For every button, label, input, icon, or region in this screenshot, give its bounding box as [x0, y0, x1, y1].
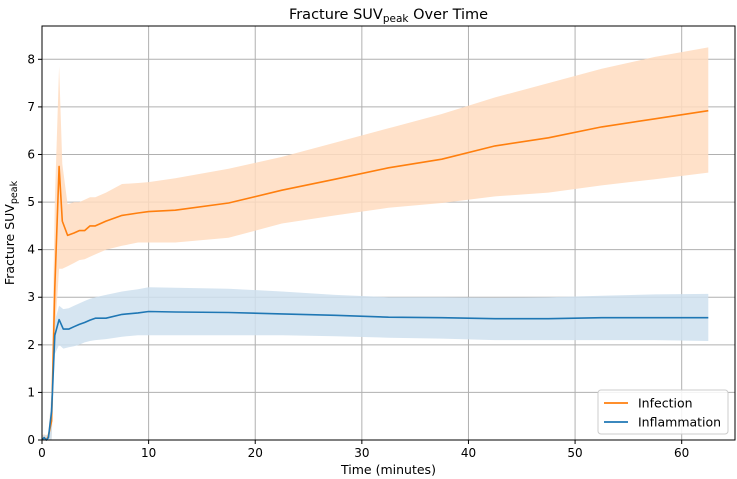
y-tick-label: 3: [27, 290, 35, 304]
chart-title-suffix: Over Time: [408, 7, 488, 23]
x-tick-label: 20: [248, 446, 263, 460]
legend-item-infection: Infection: [604, 396, 693, 411]
y-tick-label: 6: [27, 147, 35, 161]
y-tick-label: 7: [27, 100, 35, 114]
chart-title-main: Fracture SUV: [289, 7, 383, 23]
legend-label: Infection: [638, 396, 693, 411]
y-tick-label: 0: [27, 433, 35, 447]
y-axis-ticks: 0 1 2 3 4 5 6 7 8: [27, 52, 42, 447]
x-tick-label: 60: [674, 446, 689, 460]
x-tick-label: 0: [38, 446, 46, 460]
y-tick-label: 4: [27, 243, 35, 257]
y-axis-label-main: Fracture SUV: [2, 204, 17, 285]
y-axis-label-sub: peak: [9, 180, 20, 204]
infection-series-line: [41, 109, 709, 441]
x-axis-ticks: 0 10 20 30 40 50 60: [38, 440, 689, 460]
y-tick-label: 5: [27, 195, 35, 209]
confidence-bands: [42, 47, 709, 441]
x-axis-label: Time (minutes): [340, 462, 436, 477]
legend-item-inflammation: Inflammation: [604, 415, 721, 430]
y-tick-label: 8: [27, 52, 35, 66]
axes-frame: [41, 25, 736, 441]
inflammation-confidence-band: [42, 287, 709, 440]
legend: Infection Inflammation: [597, 389, 729, 435]
legend-box: [597, 389, 729, 435]
y-axis-label: Fracture SUVpeak: [2, 180, 20, 285]
x-tick-label: 40: [461, 446, 476, 460]
x-tick-label: 50: [567, 446, 582, 460]
chart-title: Fracture SUVpeak Over Time: [289, 7, 488, 25]
y-tick-label: 2: [27, 338, 35, 352]
plot-area: 0 10 20 30 40 50 60 0 1 2 3 4 5 6 7 8: [27, 25, 736, 460]
infection-confidence-band: [42, 47, 709, 441]
inflammation-series-line: [41, 310, 709, 441]
chart-title-sub: peak: [383, 13, 410, 25]
legend-label: Inflammation: [638, 415, 721, 430]
y-tick-label: 1: [27, 385, 35, 399]
x-tick-label: 30: [354, 446, 369, 460]
x-tick-label: 10: [141, 446, 156, 460]
series-lines: [41, 109, 709, 441]
